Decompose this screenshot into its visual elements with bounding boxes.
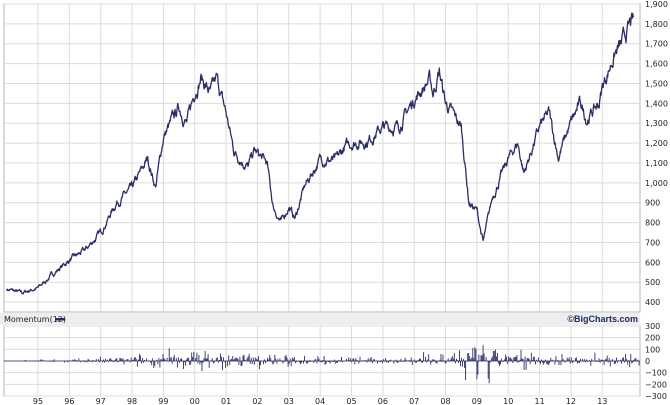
- y-tick-label: 200: [645, 334, 660, 343]
- y-tick-label: 1,300: [645, 119, 668, 128]
- y-tick-label: 600: [645, 258, 660, 267]
- y-tick-label: 1,700: [645, 40, 668, 49]
- y-tick-label: 1,200: [645, 139, 668, 148]
- x-tick-label: 11: [535, 397, 545, 405]
- y-tick-label: 300: [645, 322, 660, 331]
- x-tick-label: 95: [33, 397, 43, 405]
- bigcharts-brand: ©BigCharts.com: [567, 314, 638, 324]
- x-tick-label: 97: [96, 397, 106, 405]
- y-tick-label: 1,000: [645, 179, 668, 188]
- x-tick-label: 03: [284, 397, 294, 405]
- x-tick-label: 12: [566, 397, 576, 405]
- y-tick-label: 700: [645, 238, 660, 247]
- x-tick-label: 98: [127, 397, 137, 405]
- y-tick-label: 800: [645, 219, 660, 228]
- momentum-label: Momentum(12): [4, 315, 66, 324]
- x-tick-label: 06: [378, 397, 388, 405]
- y-tick-label: 1,500: [645, 79, 668, 88]
- price-panel: 400 500 600 700 800 900 1,000 1,100 1,200 1,300 1,…: [0, 0, 668, 325]
- x-tick-label: 00: [190, 397, 200, 405]
- y-tick-label: 400: [645, 298, 660, 307]
- x-tick-label: 01: [221, 397, 231, 405]
- y-tick-label: 100: [645, 345, 660, 354]
- y-tick-label: 500: [645, 278, 660, 287]
- momentum-panel: 95 96 97 98 99 00 01 02 03 04 05 06 07 08 09 10 11 12 13 30…: [3, 322, 667, 405]
- y-tick-label: 1,800: [645, 20, 668, 29]
- price-line: [5, 12, 635, 295]
- x-tick-label: 13: [597, 397, 607, 405]
- x-tick-label: 02: [252, 397, 262, 405]
- y-tick-label: 0: [645, 357, 650, 366]
- y-tick-label: 900: [645, 199, 660, 208]
- x-tick-label: 96: [64, 397, 74, 405]
- y-tick-label: 1,400: [645, 99, 668, 108]
- x-tick-label: 09: [472, 397, 482, 405]
- x-tick-label: 08: [440, 397, 450, 405]
- separator-band: [0, 313, 640, 325]
- price-plot-frame: [3, 3, 641, 313]
- x-tick-label: 04: [315, 397, 325, 405]
- momentum-legend-swatch: [55, 318, 65, 321]
- y-tick-label: −100: [645, 369, 667, 378]
- x-tick-label: 05: [346, 397, 356, 405]
- x-tick-label: 07: [409, 397, 419, 405]
- x-tick-label: 99: [158, 397, 168, 405]
- y-tick-label: 1,900: [645, 0, 668, 9]
- y-tick-label: −300: [645, 392, 667, 401]
- x-tick-label: 10: [503, 397, 513, 405]
- y-tick-label: 1,100: [645, 159, 668, 168]
- y-tick-label: 1,600: [645, 60, 668, 69]
- y-tick-label: −200: [645, 380, 667, 389]
